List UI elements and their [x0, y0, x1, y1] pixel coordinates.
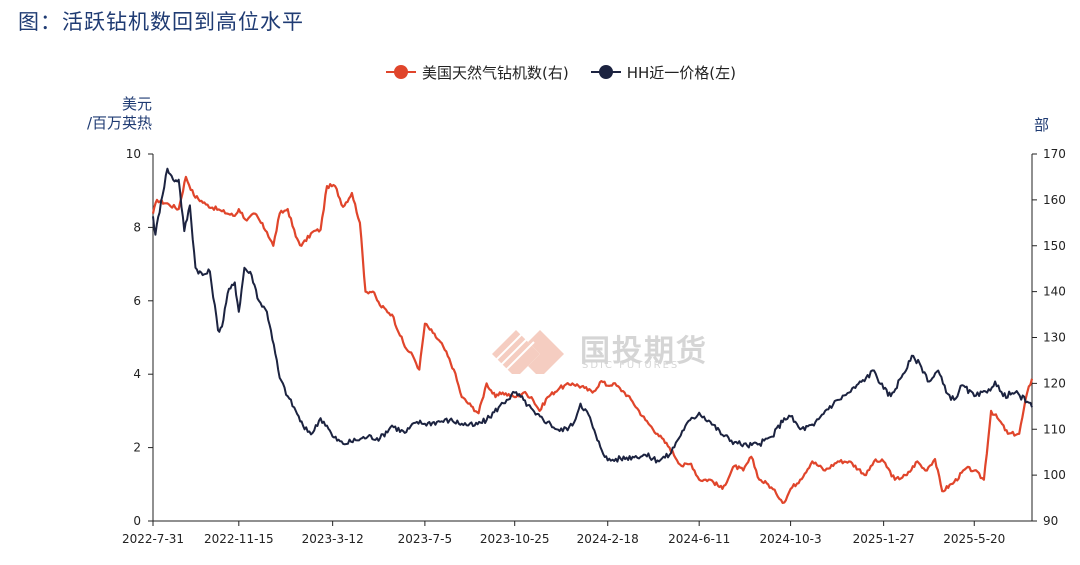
left-axis-unit-label: 美元/百万英热 — [66, 95, 152, 133]
legend-label-rig-count: 美国天然气钻机数(右) — [422, 63, 569, 82]
x-tick-label: 2023-3-12 — [302, 532, 364, 546]
series-line-rig-count — [151, 175, 1034, 504]
chart-legend: 美国天然气钻机数(右) HH近一价格(左) — [386, 60, 758, 84]
right-y-tick-label: 140 — [1043, 285, 1066, 299]
left-y-tick-label: 2 — [133, 441, 141, 455]
watermark-diamond-icon — [489, 330, 564, 378]
left-y-tick-label: 0 — [133, 514, 141, 528]
left-axis-unit-line: /百万英热 — [86, 114, 152, 132]
figure-title: 图：活跃钻机数回到高位水平 — [18, 10, 304, 34]
legend-dot-hh-price — [598, 65, 613, 79]
left-y-tick-label: 10 — [126, 147, 141, 161]
right-y-tick-label: 150 — [1043, 239, 1066, 253]
left-y-tick-label: 8 — [133, 220, 141, 234]
legend-item-rig-count: 美国天然气钻机数(右) — [386, 62, 569, 83]
left-axis-unit-line: 美元 — [121, 95, 152, 113]
left-y-tick-label: 6 — [133, 294, 141, 308]
chart-series — [151, 167, 1034, 504]
right-y-tick-label: 160 — [1043, 193, 1066, 207]
right-axis-unit-label: 部 — [1034, 116, 1050, 134]
legend-label-hh-price: HH近一价格(左) — [626, 63, 736, 82]
x-tick-label: 2022-7-31 — [122, 532, 184, 546]
left-y-tick-label: 4 — [133, 367, 141, 381]
x-tick-label: 2025-1-27 — [853, 532, 915, 546]
x-tick-label: 2025-5-20 — [943, 532, 1005, 546]
right-y-tick-label: 90 — [1043, 514, 1058, 528]
x-tick-label: 2024-6-11 — [668, 532, 730, 546]
legend-swatch-hh-price — [590, 65, 621, 79]
legend-item-hh-price: HH近一价格(左) — [590, 62, 736, 83]
watermark-logo: 国投期货 SDIC FUTURES — [476, 326, 726, 378]
x-tick-label: 2024-10-3 — [760, 532, 822, 546]
watermark-text: 国投期货 — [580, 334, 708, 369]
right-y-tick-label: 130 — [1043, 331, 1066, 345]
right-y-tick-label: 170 — [1043, 147, 1066, 161]
legend-swatch-rig-count — [386, 65, 416, 79]
series-line-hh-price — [152, 167, 1033, 464]
x-tick-label: 2024-2-18 — [577, 532, 639, 546]
x-tick-label: 2023-10-25 — [480, 532, 550, 546]
watermark-subtext: SDIC FUTURES — [582, 360, 680, 371]
x-tick-label: 2022-11-15 — [204, 532, 274, 546]
right-y-tick-label: 120 — [1043, 376, 1066, 390]
x-tick-label: 2023-7-5 — [398, 532, 452, 546]
right-y-tick-label: 110 — [1043, 422, 1066, 436]
legend-dot-rig-count — [394, 65, 408, 79]
chart-axes: 0 2 4 6 8 10 90 100 110 120 130 140 150 160 170 2022-7-… — [122, 147, 1066, 546]
right-y-tick-label: 100 — [1043, 468, 1066, 482]
